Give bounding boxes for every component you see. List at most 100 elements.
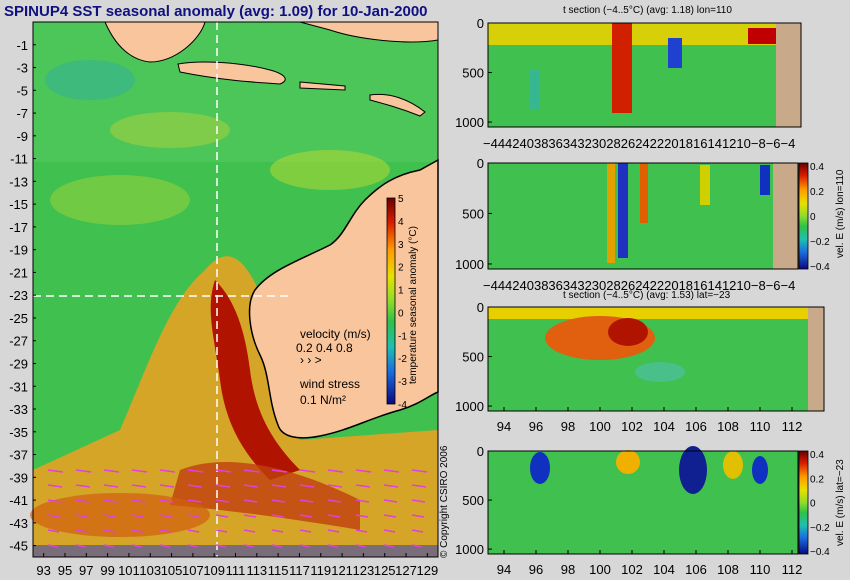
wind-vector-arrow [47,544,59,548]
map-y-tick-label: -1 [16,38,28,53]
wind-vector-arrow [243,544,255,548]
map-y-tick-label: -25 [9,311,28,326]
wind-vector-arrow [299,544,311,548]
t-section-lon-y-ticks: 0 500 1000 [455,16,492,130]
colorbar-tick-label: -4 [398,400,407,411]
sst-map: velocity (m/s) 0.2 0.4 0.8 › › > wind st… [30,21,439,558]
vel-colorbar-tick-label: 0.4 [810,450,824,461]
map-x-tick-label: 115 [268,563,289,578]
vel-colorbar-ticks: 0.4 0.2 0 −0.2 −0.4 [810,450,830,558]
wind-vector-arrow [131,469,148,473]
lon-tick-label: 102 [621,419,643,434]
map-y-tick-label: -23 [9,288,28,303]
wind-vector-arrow [383,544,395,548]
copyright: © Copyright CSIRO 2006 [439,445,450,558]
map-y-ticks: -1 -3 -5 -7 -9 -11 -13 -15 -17 -19 -21 -23 -25 -27 -29… [9,38,36,554]
map-title: SPINUP4 SST seasonal anomaly (avg: 1.09)… [4,3,428,20]
colorbar-tick-label: 0 [398,308,404,319]
positive-column [700,165,710,205]
colorbar-tick-label: -3 [398,377,407,388]
depth-tick-label: 0 [477,16,484,31]
map-x-tick-label: 125 [374,563,396,578]
map-y-tick-label: -9 [16,129,28,144]
vel-colorbar-tick-label: −0.4 [810,262,830,273]
map-y-tick-label: -27 [9,334,28,349]
lon-tick-label: 104 [653,562,675,577]
wind-vector-arrow [411,514,425,518]
t-section-lon-panel [487,22,802,128]
map-x-tick-label: 129 [416,563,438,578]
lon-tick-label: 110 [750,562,771,577]
depth-tick-label: 500 [462,350,484,365]
wind-vector-arrow [75,499,90,503]
wind-vector-arrow [187,514,201,518]
wind-vector-arrow [271,514,285,518]
vel-section-lat-y-ticks: 0 500 1000 [455,444,492,557]
wind-vector-arrow [271,544,283,548]
land-mask [773,163,798,269]
nusa-tenggara-land [299,81,346,91]
positive-core [723,451,743,479]
vel-section-lat-x-ticks: 94 96 98 100 102 104 106 108 110 112 [497,550,803,577]
map-x-tick-label: 117 [289,563,310,578]
wind-vector-arrow [215,514,229,518]
wind-vector-arrow [243,484,259,488]
wind-vector-arrow [159,544,171,548]
lon-tick-label: 110 [750,419,771,434]
wind-vector-arrow [355,484,371,488]
t-section-lon-title: t section (−4..5°C) (avg: 1.18) lon=110 [563,5,732,16]
t-section-lat-y-ticks: 0 500 1000 [455,300,492,414]
leeuwin-current [210,280,300,480]
wind-vector-arrow [187,469,204,473]
wind-vector-arrow [299,514,313,518]
wind-vector-arrow [355,514,369,518]
lon-tick-label: 104 [653,419,675,434]
vel-colorbar-label: vel. E (m/s) lon=110 [835,169,846,258]
warm-patch [270,150,390,190]
depth-tick-label: 1000 [455,257,484,272]
map-y-tick-label: -35 [9,425,28,440]
wind-vector-arrow [383,514,397,518]
vel-colorbar [798,450,809,555]
wind-stress-label: wind stress [299,377,360,391]
vel-section-lon-y-ticks: 0 500 1000 [455,156,492,272]
vel-section-lon-panel: 0.4 0.2 0 −0.2 −0.4 vel. E (m/s) lon=110 [487,162,846,273]
colorbar-tick-label: -2 [398,354,407,365]
lon-tick-label: 98 [561,562,575,577]
map-x-tick-label: 97 [79,563,93,578]
vel-colorbar-tick-label: 0 [810,212,816,223]
warm-patch [50,175,190,225]
depth-tick-label: 0 [477,444,484,459]
map-x-tick-label: 123 [353,563,375,578]
wind-vector-arrow [47,499,62,503]
map-x-tick-label: 109 [203,563,225,578]
depth-tick-label: 500 [462,493,484,508]
wind-vector-arrow [411,499,426,503]
vel-colorbar-tick-label: 0.2 [810,474,824,485]
wind-vector-arrow [215,529,228,533]
map-y-tick-label: -33 [9,402,28,417]
depth-tick-label: 500 [462,66,484,81]
map-x-tick-label: 127 [395,563,417,578]
wind-vector-arrow [215,499,230,503]
lon-tick-label: 112 [782,562,803,577]
depth-tick-label: 0 [477,300,484,315]
velocity-legend-label: velocity (m/s) [300,327,371,341]
depth-tick-label: 1000 [455,542,484,557]
map-x-tick-label: 99 [100,563,114,578]
wind-vector-arrow [327,484,343,488]
wind-vector-arrow [383,469,400,473]
negative-column [760,165,770,195]
map-y-tick-label: -19 [9,243,28,258]
wind-vector-arrow [159,514,173,518]
vel-colorbar [798,162,809,270]
colorbar-tick-label: 3 [398,240,404,251]
lon-tick-label: 102 [621,562,643,577]
colorbar-tick-label: 2 [398,263,404,274]
velocity-legend-arrows: › › > [300,353,322,367]
lon-tick-label: 96 [529,562,543,577]
wind-vector-arrow [243,499,258,503]
wind-vector-arrow [327,469,344,473]
vel-colorbar-tick-label: 0.4 [810,162,824,173]
